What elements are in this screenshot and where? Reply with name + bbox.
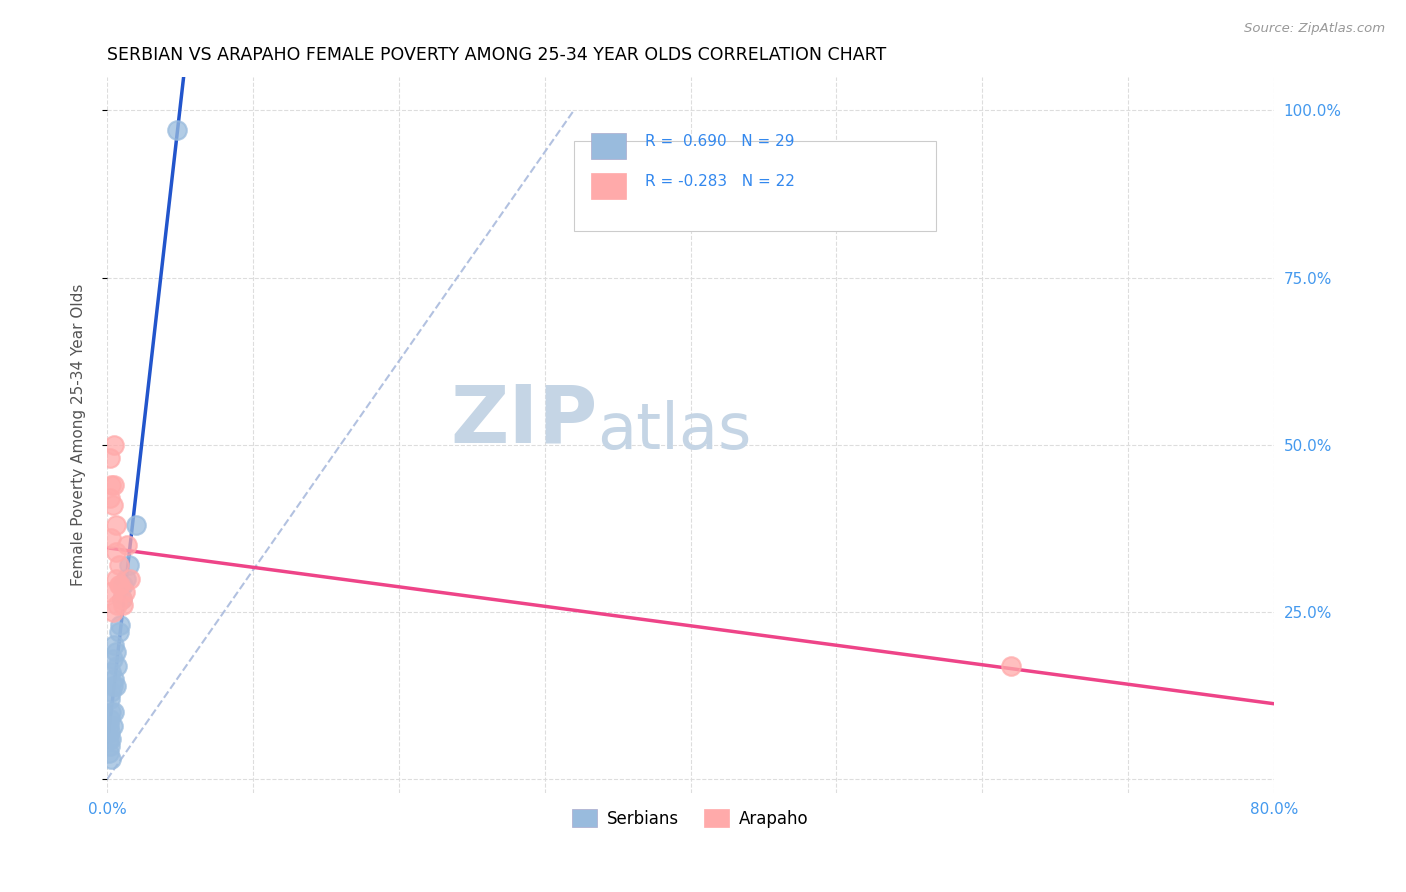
Point (104, 645, 127, 659)
Text: Source: ZipAtlas.com: Source: ZipAtlas.com (1244, 22, 1385, 36)
Point (98, 692, 121, 706)
Point (104, 572, 127, 586)
Point (97, 732, 120, 747)
FancyBboxPatch shape (574, 141, 935, 231)
Point (98, 491, 121, 506)
Point (112, 599, 135, 613)
Point (103, 706, 125, 720)
Point (115, 572, 138, 586)
Point (100, 685, 122, 699)
Point (101, 719, 124, 733)
Point (108, 618, 131, 632)
Point (103, 478, 125, 492)
Point (98, 451, 121, 466)
Point (101, 652, 124, 666)
Point (104, 679, 127, 693)
Point (107, 558, 129, 573)
Point (111, 591, 134, 606)
Text: R =  0.690   N = 29: R = 0.690 N = 29 (645, 135, 794, 149)
Point (107, 578, 129, 592)
Point (104, 545, 127, 559)
Point (117, 538, 139, 552)
Point (1000, 658, 1022, 673)
Point (98, 725, 121, 739)
Text: atlas: atlas (598, 401, 752, 462)
Point (166, 123, 188, 137)
Point (125, 518, 148, 533)
Point (98, 712, 121, 726)
Text: ZIP: ZIP (450, 382, 598, 459)
Point (100, 532, 122, 546)
Point (100, 732, 122, 747)
Point (107, 625, 129, 640)
Point (104, 518, 127, 533)
Point (120, 572, 142, 586)
Point (97, 746, 120, 760)
Point (108, 578, 131, 592)
Point (98, 739, 121, 753)
Point (103, 438, 125, 452)
Legend: Serbians, Arapaho: Serbians, Arapaho (565, 803, 815, 834)
Point (103, 672, 125, 686)
Point (100, 706, 122, 720)
Point (100, 665, 122, 680)
Point (111, 591, 134, 606)
Point (100, 752, 122, 766)
Point (114, 585, 136, 599)
Point (101, 679, 124, 693)
Point (97, 585, 120, 599)
Point (105, 658, 128, 673)
FancyBboxPatch shape (592, 173, 627, 199)
Point (118, 558, 141, 573)
Point (103, 639, 125, 653)
Point (101, 605, 124, 619)
Y-axis label: Female Poverty Among 25-34 Year Olds: Female Poverty Among 25-34 Year Olds (72, 284, 86, 586)
Point (97, 719, 120, 733)
Point (112, 578, 135, 592)
FancyBboxPatch shape (592, 134, 627, 159)
Text: SERBIAN VS ARAPAHO FEMALE POVERTY AMONG 25-34 YEAR OLDS CORRELATION CHART: SERBIAN VS ARAPAHO FEMALE POVERTY AMONG … (107, 46, 886, 64)
Point (101, 498, 124, 512)
Point (100, 478, 122, 492)
Text: R = -0.283   N = 22: R = -0.283 N = 22 (645, 175, 794, 189)
Point (105, 599, 128, 613)
